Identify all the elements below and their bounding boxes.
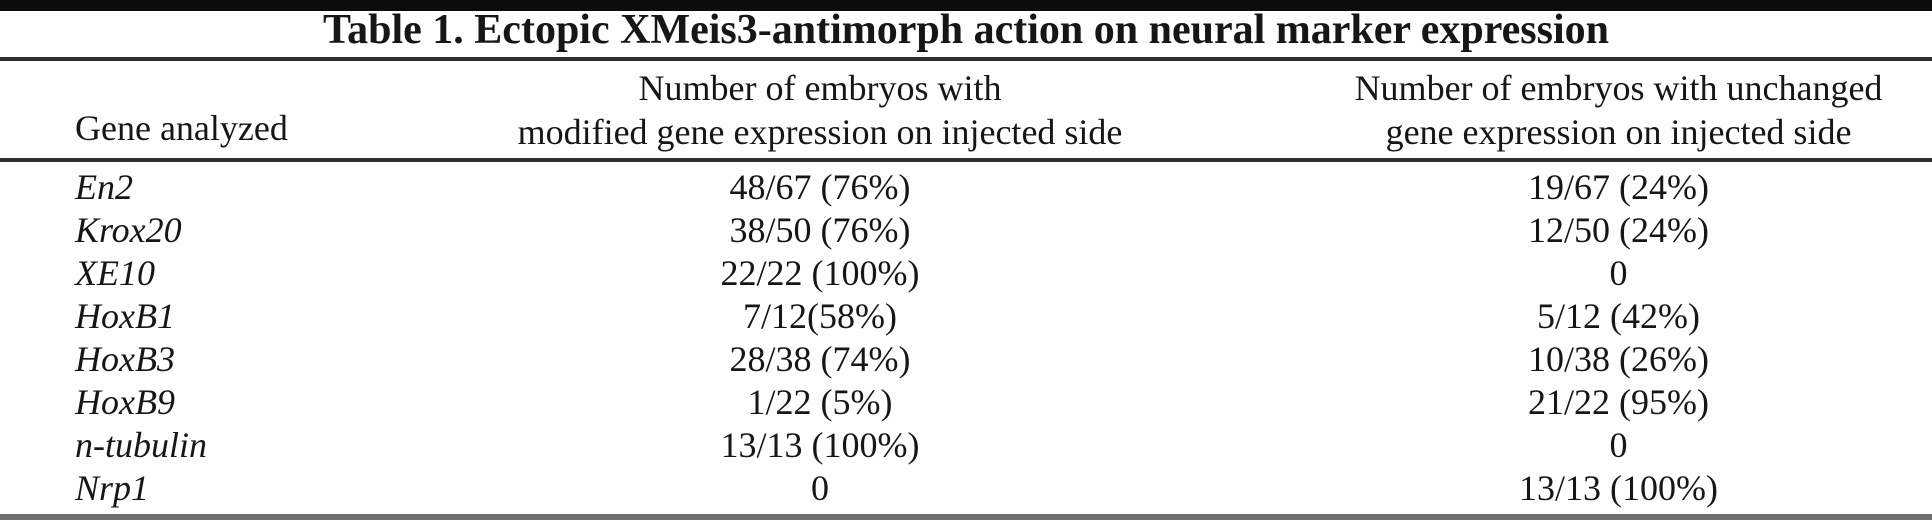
modified-count-cell: 7/12(58%)	[743, 296, 897, 336]
modified-count-cell: 0	[811, 468, 829, 508]
gene-name-cell: Nrp1	[75, 468, 150, 508]
modified-count-cell: 1/22 (5%)	[747, 382, 893, 422]
table-row: HoxB1 7/12(58%) 5/12 (42%)	[0, 295, 1932, 338]
unchanged-count-cell: 0	[1609, 425, 1628, 465]
column-header-unchanged-line2: gene expression on injected side	[1385, 112, 1852, 152]
gene-name-cell: n-tubulin	[75, 425, 207, 465]
table-row: XE10 22/22 (100%) 0	[0, 252, 1932, 295]
header-divider-rule	[0, 158, 1932, 162]
unchanged-count-cell: 13/13 (100%)	[1519, 468, 1718, 508]
table-title: Table 1. Ectopic XMeis3-antimorph action…	[322, 7, 1610, 53]
unchanged-count-cell: 19/67 (24%)	[1528, 167, 1709, 207]
gene-name-cell: HoxB1	[75, 296, 175, 336]
unchanged-count-cell: 0	[1609, 253, 1628, 293]
table-row: HoxB3 28/38 (74%) 10/38 (26%)	[0, 338, 1932, 381]
table-body: En2 48/67 (76%) 19/67 (24%) Krox20 38/50…	[0, 166, 1932, 510]
gene-name-cell: XE10	[75, 253, 155, 293]
gene-name-cell: En2	[75, 167, 133, 207]
table-row: Nrp1 0 13/13 (100%)	[0, 467, 1932, 510]
title-divider-rule	[0, 57, 1932, 61]
modified-count-cell: 22/22 (100%)	[720, 253, 920, 293]
table-row: Krox20 38/50 (76%) 12/50 (24%)	[0, 209, 1932, 252]
column-header-unchanged: Number of embryos with unchanged gene ex…	[1240, 61, 1932, 158]
column-header-modified-line1: Number of embryos with	[638, 68, 1002, 108]
column-header-modified: Number of embryos with modified gene exp…	[400, 61, 1240, 158]
modified-count-cell: 13/13 (100%)	[720, 425, 920, 465]
column-header-gene: Gene analyzed	[75, 108, 288, 148]
table-header-row: Gene analyzed Number of embryos with mod…	[0, 61, 1932, 158]
unchanged-count-cell: 12/50 (24%)	[1528, 210, 1709, 250]
gene-name-cell: HoxB3	[75, 339, 175, 379]
column-header-modified-line2: modified gene expression on injected sid…	[517, 112, 1123, 152]
unchanged-count-cell: 21/22 (95%)	[1528, 382, 1709, 422]
gene-name-cell: HoxB9	[75, 382, 175, 422]
top-rule	[0, 0, 1932, 11]
table-row: En2 48/67 (76%) 19/67 (24%)	[0, 166, 1932, 209]
modified-count-cell: 38/50 (76%)	[729, 210, 911, 250]
table-row: n-tubulin 13/13 (100%) 0	[0, 424, 1932, 467]
gene-name-cell: Krox20	[75, 210, 182, 250]
unchanged-count-cell: 10/38 (26%)	[1528, 339, 1709, 379]
bottom-rule	[0, 514, 1932, 520]
modified-count-cell: 48/67 (76%)	[729, 167, 911, 207]
unchanged-count-cell: 5/12 (42%)	[1537, 296, 1700, 336]
modified-count-cell: 28/38 (74%)	[729, 339, 911, 379]
column-header-unchanged-line1: Number of embryos with unchanged	[1354, 68, 1883, 108]
table-row: HoxB9 1/22 (5%) 21/22 (95%)	[0, 381, 1932, 424]
